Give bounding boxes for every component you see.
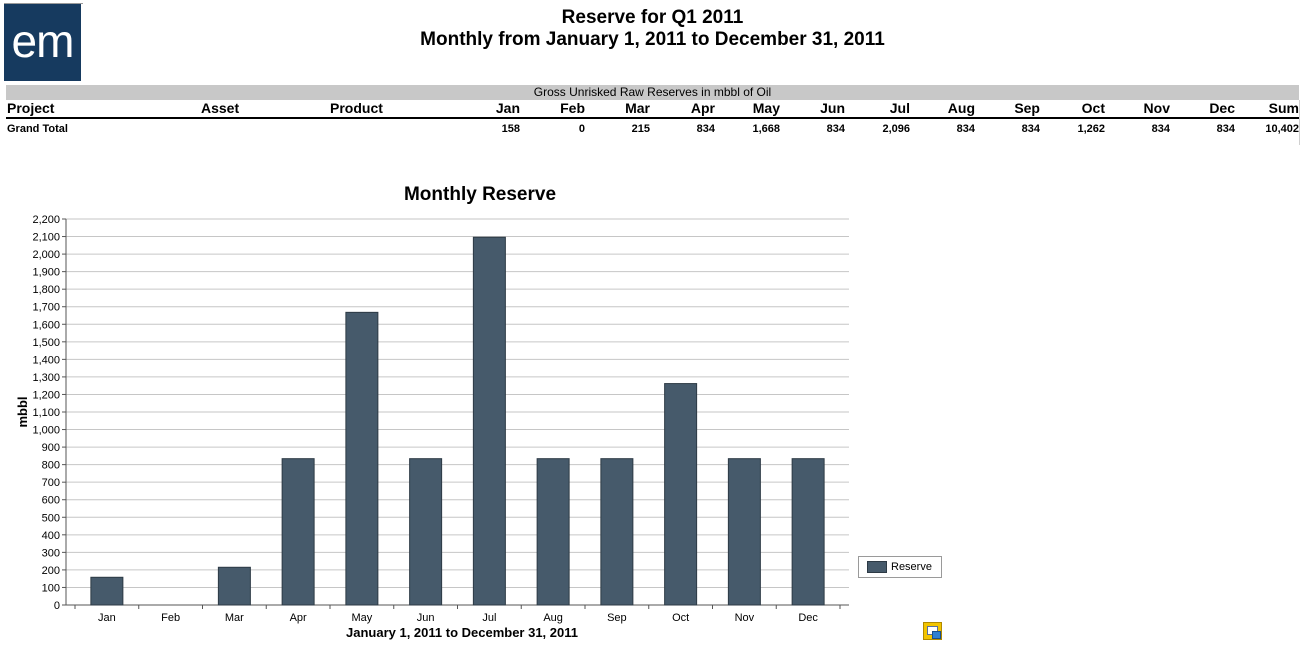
header-sep: Sep — [1014, 100, 1040, 116]
x-tick-label: Aug — [543, 612, 563, 624]
total-apr: 834 — [696, 123, 715, 135]
y-tick-label: 700 — [42, 477, 60, 489]
y-tick-label: 100 — [42, 582, 60, 594]
y-tick-label: 1,100 — [32, 407, 60, 419]
y-tick-label: 900 — [42, 442, 60, 454]
chart-title: Monthly Reserve — [403, 184, 557, 205]
y-tick-label: 800 — [42, 460, 60, 472]
y-tick-label: 2,100 — [32, 232, 60, 244]
export-icon[interactable] — [923, 622, 942, 640]
header-may: May — [752, 100, 780, 116]
y-tick-label: 1,300 — [32, 372, 60, 384]
y-tick-label: 1,500 — [32, 337, 60, 349]
logo-rule — [4, 3, 83, 4]
table-header-row: Project Asset Product Jan Feb Mar Apr Ma… — [6, 100, 1300, 119]
x-tick-label: Jun — [417, 612, 435, 624]
y-tick-label: 1,800 — [32, 284, 60, 296]
x-tick-label: May — [351, 612, 372, 624]
bar-apr — [281, 458, 315, 606]
y-tick-label: 400 — [42, 530, 60, 542]
x-tick-label: Sep — [607, 612, 627, 624]
bar-jun — [409, 458, 443, 606]
header-aug: Aug — [947, 100, 975, 116]
bar-jul — [472, 236, 506, 606]
monthly-reserve-chart: 0 100 200 300 400 500 600 700 800 900 1,000 1,100 1,… — [15, 214, 849, 640]
x-tick-label: Nov — [735, 612, 755, 624]
total-oct: 1,262 — [1077, 123, 1105, 135]
report-title: Reserve for Q1 2011 — [561, 7, 744, 28]
bar-sep — [600, 458, 634, 606]
x-tick-label: Feb — [161, 612, 180, 624]
total-sep: 834 — [1021, 123, 1040, 135]
y-tick-label: 2,000 — [32, 249, 60, 261]
bar-aug — [536, 458, 570, 606]
header-apr: Apr — [690, 100, 715, 116]
table-row: Grand Total 158 0 215 834 1,668 834 2,09… — [6, 119, 1300, 137]
header-oct: Oct — [1081, 100, 1105, 116]
x-axis-label: January 1, 2011 to December 31, 2011 — [346, 625, 578, 640]
y-tick-label: 0 — [54, 600, 60, 612]
bar-may — [345, 311, 379, 606]
total-jul: 2,096 — [882, 123, 910, 135]
y-tick-label: 1,700 — [32, 302, 60, 314]
legend-label-reserve: Reserve — [891, 561, 932, 573]
header-jul: Jul — [889, 100, 910, 116]
company-logo: em — [4, 4, 81, 81]
header-mar: Mar — [625, 100, 650, 116]
total-sum: 10,402 — [1265, 123, 1299, 135]
y-tick-label: 1,600 — [32, 319, 60, 331]
report-header: Reserve for Q1 2011 Monthly from January… — [300, 7, 1005, 51]
y-tick-label: 2,200 — [32, 214, 60, 226]
y-tick-label: 1,000 — [32, 425, 60, 437]
bar-nov — [727, 458, 761, 606]
y-tick-label: 500 — [42, 512, 60, 524]
legend-swatch-reserve — [867, 561, 887, 573]
total-nov: 834 — [1151, 123, 1170, 135]
x-tick-label: Jan — [98, 612, 116, 624]
header-feb: Feb — [560, 100, 585, 116]
total-jan: 158 — [501, 123, 520, 135]
reserves-table: Project Asset Product Jan Feb Mar Apr Ma… — [6, 100, 1300, 137]
logo-text: em — [11, 14, 75, 67]
total-aug: 834 — [956, 123, 975, 135]
header-nov: Nov — [1143, 100, 1170, 116]
report-subtitle: Monthly from January 1, 2011 to December… — [420, 29, 885, 50]
table-right-border — [1299, 100, 1300, 145]
y-tick-label: 1,200 — [32, 389, 60, 401]
y-tick-label: 300 — [42, 547, 60, 559]
header-sum: Sum — [1268, 100, 1299, 116]
y-tick-label: 1,400 — [32, 354, 60, 366]
header-dec: Dec — [1209, 100, 1235, 116]
header-project: Project — [7, 100, 55, 116]
y-tick-label: 200 — [42, 565, 60, 577]
header-asset: Asset — [201, 100, 240, 116]
header-product: Product — [330, 100, 383, 116]
x-tick-label: Dec — [798, 612, 818, 624]
bar-dec — [791, 458, 825, 606]
chart-legend: Reserve — [858, 556, 942, 578]
bar-mar — [217, 566, 251, 606]
grand-total-label: Grand Total — [7, 123, 68, 135]
total-jun: 834 — [826, 123, 845, 135]
x-tick-label: Apr — [290, 612, 307, 624]
x-tick-label: Oct — [672, 612, 689, 624]
total-dec: 834 — [1216, 123, 1235, 135]
table-band-label: Gross Unrisked Raw Reserves in mbbl of O… — [6, 85, 1299, 100]
y-tick-label: 1,900 — [32, 267, 60, 279]
total-may: 1,668 — [752, 123, 780, 135]
x-tick-label: Mar — [225, 612, 244, 624]
x-tick-label: Jul — [482, 612, 496, 624]
header-jun: Jun — [820, 100, 845, 116]
header-jan: Jan — [495, 100, 520, 116]
total-mar: 215 — [631, 123, 650, 135]
bar-jan — [90, 576, 124, 606]
total-feb: 0 — [578, 123, 585, 135]
y-tick-label: 600 — [42, 495, 60, 507]
y-axis-label: mbbl — [15, 396, 30, 427]
bar-oct — [664, 383, 698, 606]
